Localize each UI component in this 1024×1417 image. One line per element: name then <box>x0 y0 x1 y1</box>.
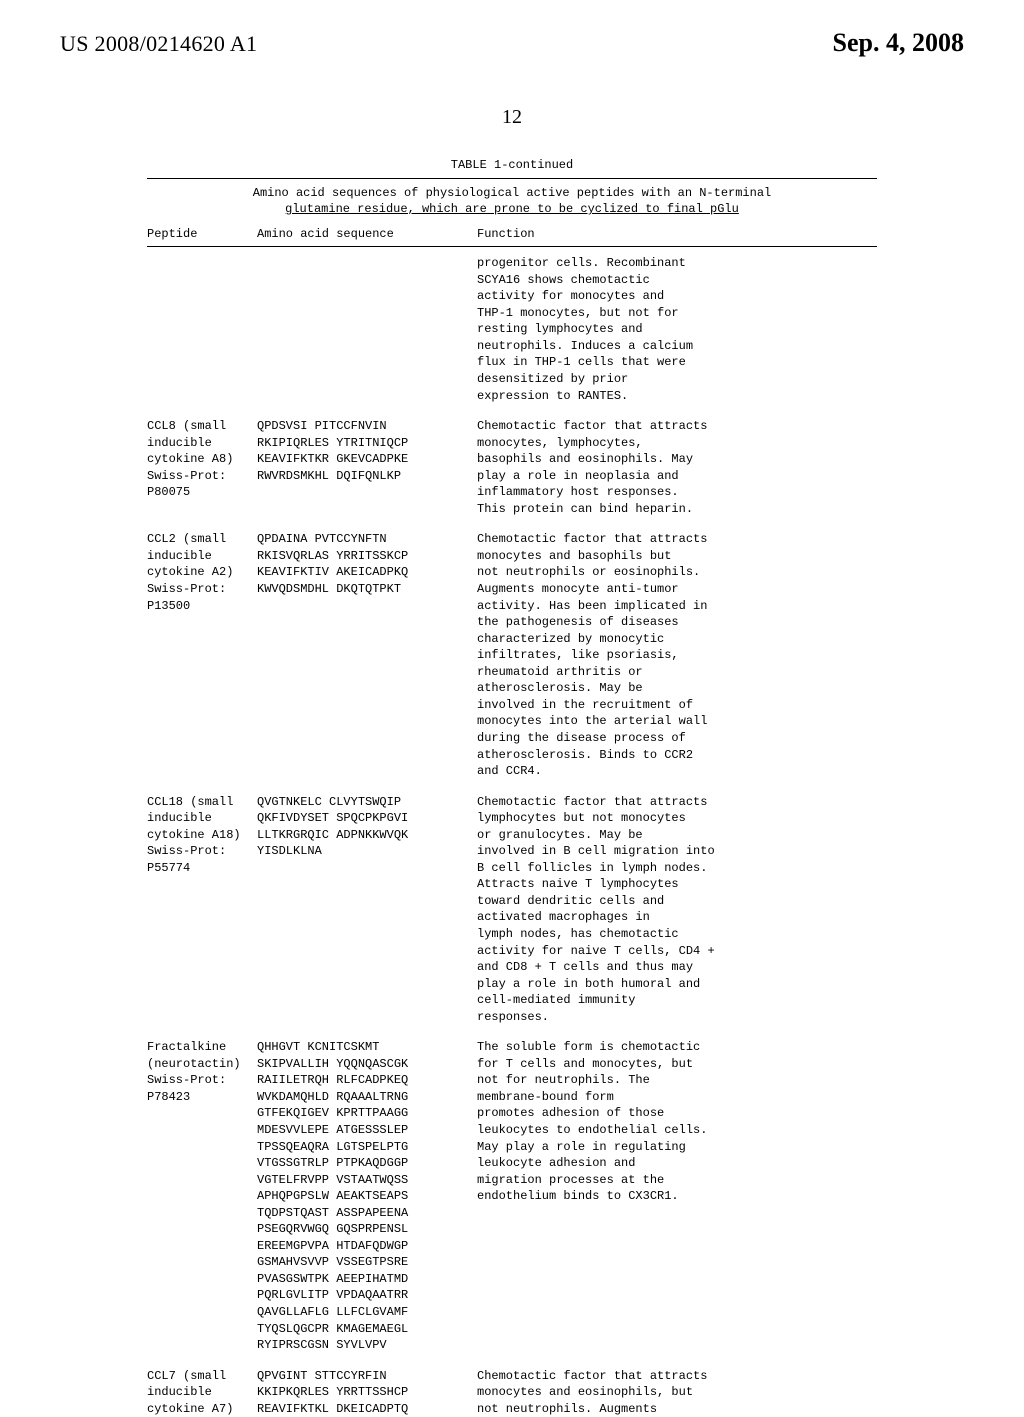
publication-number: US 2008/0214620 A1 <box>60 31 257 57</box>
peptide-cell: CCL18 (small inducible cytokine A18) Swi… <box>147 794 257 877</box>
peptide-cell: CCL8 (small inducible cytokine A8) Swiss… <box>147 418 257 501</box>
table-row: CCL8 (small inducible cytokine A8) Swiss… <box>147 418 877 517</box>
function-cell: Chemotactic factor that attracts monocyt… <box>477 418 877 517</box>
subtitle-line-2: glutamine residue, which are prone to be… <box>285 202 739 216</box>
table-subtitle: Amino acid sequences of physiological ac… <box>147 185 877 218</box>
column-headers: Peptide Amino acid sequence Function <box>147 218 877 247</box>
sequence-table: TABLE 1-continued Amino acid sequences o… <box>147 157 877 1417</box>
subtitle-line-1: Amino acid sequences of physiological ac… <box>253 186 771 200</box>
publication-date: Sep. 4, 2008 <box>833 28 964 58</box>
table-title: TABLE 1-continued <box>147 157 877 174</box>
page-header: US 2008/0214620 A1 Sep. 4, 2008 <box>0 0 1024 66</box>
function-cell: Chemotactic factor that attracts lymphoc… <box>477 794 877 1026</box>
column-sequence: Amino acid sequence <box>257 226 477 243</box>
peptide-cell: CCL7 (small inducible cytokine A7) <box>147 1368 257 1417</box>
peptide-cell: CCL2 (small inducible cytokine A2) Swiss… <box>147 531 257 614</box>
table-row: Fractalkine (neurotactin) Swiss-Prot: P7… <box>147 1039 877 1353</box>
peptide-cell: Fractalkine (neurotactin) Swiss-Prot: P7… <box>147 1039 257 1105</box>
sequence-cell: QVGTNKELC CLVYTSWQIP QKFIVDYSET SPQCPKPG… <box>257 794 477 860</box>
table-body: progenitor cells. Recombinant SCYA16 sho… <box>147 247 877 1417</box>
page-number: 12 <box>0 106 1024 129</box>
rule-top <box>147 178 877 179</box>
table-row: CCL7 (small inducible cytokine A7)QPVGIN… <box>147 1368 877 1417</box>
sequence-cell: QPVGINT STTCCYRFIN KKIPKQRLES YRRTTSSHCP… <box>257 1368 477 1417</box>
sequence-cell: QPDSVSI PITCCFNVIN RKIPIQRLES YTRITNIQCP… <box>257 418 477 484</box>
column-function: Function <box>477 226 877 243</box>
function-cell: Chemotactic factor that attracts monocyt… <box>477 531 877 779</box>
function-cell: Chemotactic factor that attracts monocyt… <box>477 1368 877 1417</box>
column-peptide: Peptide <box>147 226 257 243</box>
function-cell: progenitor cells. Recombinant SCYA16 sho… <box>477 255 877 404</box>
table-row: progenitor cells. Recombinant SCYA16 sho… <box>147 255 877 404</box>
sequence-cell: QHHGVT KCNITCSKMT SKIPVALLIH YQQNQASCGK … <box>257 1039 477 1353</box>
table-row: CCL18 (small inducible cytokine A18) Swi… <box>147 794 877 1026</box>
function-cell: The soluble form is chemotactic for T ce… <box>477 1039 877 1204</box>
table-row: CCL2 (small inducible cytokine A2) Swiss… <box>147 531 877 779</box>
sequence-cell: QPDAINA PVTCCYNFTN RKISVQRLAS YRRITSSKCP… <box>257 531 477 597</box>
